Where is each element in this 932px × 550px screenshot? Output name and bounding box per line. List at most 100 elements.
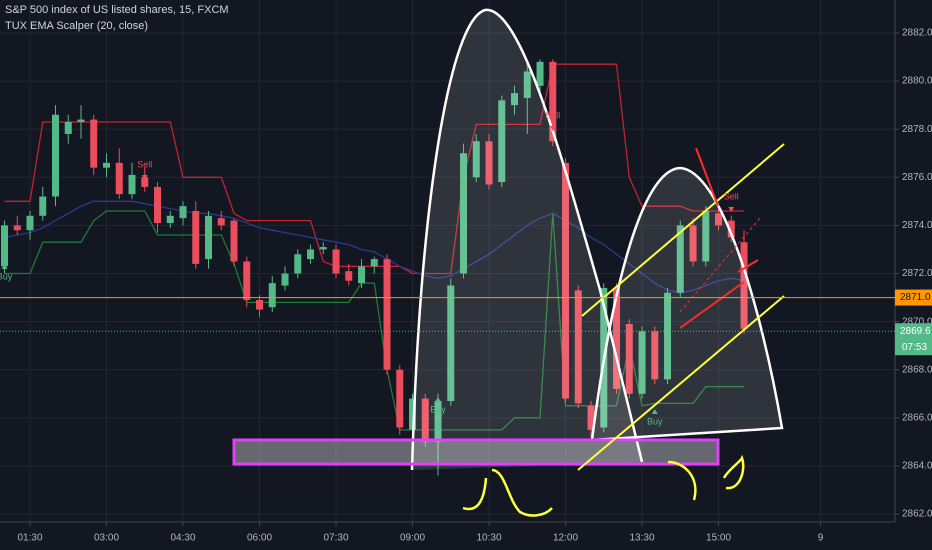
level-label-box — [895, 289, 932, 306]
scribble — [462, 468, 553, 517]
candle-body — [676, 225, 684, 293]
candle-body — [383, 259, 391, 370]
candle-body — [294, 254, 302, 274]
drawings — [232, 8, 785, 517]
x-tick-label: 10:30 — [477, 533, 502, 544]
candle-body — [587, 405, 595, 430]
candle-body — [345, 271, 353, 281]
x-tick-label: 15:00 — [706, 533, 731, 544]
candle-body — [179, 206, 187, 219]
candle-body — [370, 259, 378, 267]
right-arch — [590, 166, 784, 442]
candle-body — [613, 287, 621, 389]
buy-signal: Buy — [0, 271, 13, 281]
signal-arrow — [1, 264, 8, 269]
channel-top — [581, 143, 785, 317]
sell-signal: Sell — [137, 159, 152, 169]
candle-body — [256, 299, 264, 310]
red-mark — [695, 147, 719, 207]
y-tick-label: 2878.0 — [902, 124, 932, 135]
signal-arrow — [728, 207, 735, 212]
candle-body — [421, 398, 429, 442]
candle-body — [268, 283, 276, 308]
candle-body — [447, 285, 455, 402]
x-tick-label: 04:30 — [170, 533, 195, 544]
candle-body — [651, 331, 659, 380]
x-tick-label: 01:30 — [17, 533, 42, 544]
y-tick-label: 2874.0 — [902, 220, 932, 231]
last-price-box — [895, 323, 932, 356]
x-tick-label: 07:30 — [323, 533, 348, 544]
candle-body — [702, 210, 710, 262]
channel-bottom — [577, 295, 785, 471]
signal-arrow — [549, 126, 556, 131]
signal-arrow — [141, 175, 148, 180]
left-arch — [410, 8, 644, 471]
last-price-label: 2869.6 — [900, 326, 931, 337]
candle-body — [243, 261, 251, 300]
red-dash — [679, 217, 761, 313]
buy-signal: Buy — [430, 404, 446, 414]
candle-body — [523, 71, 531, 98]
sell-signal: Sell — [724, 191, 739, 201]
candle-body — [485, 141, 493, 185]
candle-body — [549, 61, 557, 142]
candle-body — [281, 273, 289, 286]
grid — [0, 0, 895, 522]
signal-arrow — [651, 409, 658, 414]
candle-body — [166, 215, 174, 223]
candle-body — [740, 242, 748, 329]
candle-body — [332, 249, 340, 274]
x-tick-label: 06:00 — [247, 533, 272, 544]
candle-body — [727, 220, 735, 238]
candle-body — [664, 292, 672, 380]
chart-title: S&P 500 index of US listed shares, 15, F… — [5, 4, 229, 16]
y-tick-label: 2882.0 — [902, 28, 932, 39]
signal-arrow — [435, 397, 442, 402]
candle-body — [205, 215, 213, 260]
x-tick-label: 13:30 — [630, 533, 655, 544]
annotations: Sell Sell Sell Buy Buy Buy — [0, 110, 739, 426]
candle-body — [26, 215, 34, 231]
candle-body — [77, 119, 85, 122]
candle-body — [396, 369, 404, 428]
candle-body — [154, 186, 162, 223]
indicator-line — [4, 210, 744, 431]
bar-timer: 07:53 — [902, 342, 927, 353]
x-tick-label: 09:00 — [400, 533, 425, 544]
candle-body — [715, 213, 723, 226]
support-box — [232, 438, 720, 466]
x-tick-label: 9 — [818, 533, 824, 544]
buy-signal: Buy — [647, 416, 663, 426]
y-tick-label: 2864.0 — [902, 461, 932, 472]
candle-body — [13, 225, 21, 231]
red-mark — [679, 281, 745, 329]
candle-body — [460, 153, 468, 274]
indicator-name: TUX EMA Scalper (20, close) — [5, 20, 148, 32]
candle-body — [638, 331, 646, 394]
y-tick-label: 2866.0 — [902, 412, 932, 423]
candle-body — [574, 290, 582, 404]
y-tick-label: 2872.0 — [902, 268, 932, 279]
candle-body — [1, 225, 9, 267]
indicator-line — [4, 200, 745, 294]
candle-body — [536, 61, 544, 86]
candle-body — [230, 220, 238, 262]
candle-body — [319, 247, 327, 250]
candle-body — [52, 114, 60, 197]
candle-body — [115, 162, 123, 195]
scribble — [667, 454, 745, 501]
level-label: 2871.0 — [900, 292, 931, 303]
candle-body — [689, 225, 697, 262]
x-tick-label: 03:00 — [94, 533, 119, 544]
candle-body — [625, 324, 633, 394]
candle-body — [409, 398, 417, 430]
candle-body — [498, 100, 506, 183]
candle-body — [128, 174, 136, 195]
candle-body — [511, 93, 519, 106]
y-tick-label: 2880.0 — [902, 76, 932, 87]
candle-body — [472, 141, 480, 178]
candle-body — [39, 196, 47, 216]
